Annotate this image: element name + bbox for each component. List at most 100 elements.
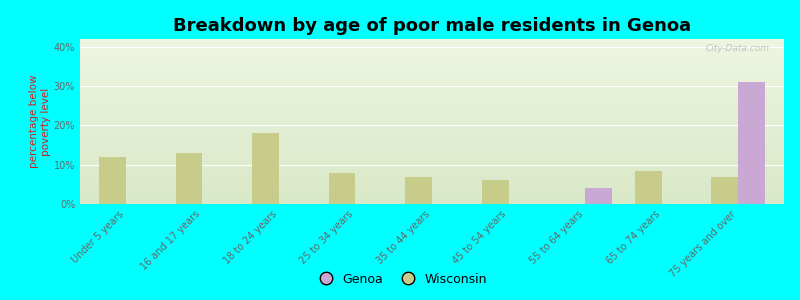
Bar xyxy=(80,141,784,143)
Bar xyxy=(80,113,784,115)
Bar xyxy=(80,158,784,159)
Bar xyxy=(80,39,784,40)
Bar xyxy=(80,138,784,140)
Bar xyxy=(80,130,784,131)
Bar xyxy=(80,140,784,141)
Bar xyxy=(80,97,784,98)
Bar xyxy=(80,122,784,123)
Bar xyxy=(738,82,765,204)
Bar xyxy=(80,42,784,44)
Bar xyxy=(80,169,784,171)
Bar xyxy=(80,115,784,116)
Bar xyxy=(80,77,784,79)
Bar xyxy=(80,133,784,135)
Bar xyxy=(80,163,784,164)
Bar xyxy=(80,62,784,64)
Bar xyxy=(585,188,612,204)
Bar xyxy=(176,153,202,204)
Bar xyxy=(80,98,784,100)
Bar xyxy=(80,181,784,182)
Bar xyxy=(80,154,784,156)
Bar xyxy=(80,153,784,154)
Bar xyxy=(80,126,784,128)
Bar xyxy=(80,82,784,83)
Bar xyxy=(80,191,784,193)
Bar xyxy=(80,196,784,197)
Bar xyxy=(80,52,784,54)
Bar xyxy=(80,164,784,166)
Bar xyxy=(80,59,784,60)
Bar xyxy=(80,102,784,103)
Bar xyxy=(80,118,784,120)
Bar xyxy=(80,50,784,52)
Bar xyxy=(80,120,784,122)
Bar xyxy=(80,189,784,191)
Bar xyxy=(80,69,784,70)
Bar xyxy=(80,116,784,118)
Bar xyxy=(80,136,784,138)
Bar xyxy=(80,87,784,88)
Bar xyxy=(80,90,784,92)
Bar xyxy=(80,148,784,149)
Bar xyxy=(80,108,784,110)
Bar xyxy=(711,176,738,204)
Bar xyxy=(80,151,784,153)
Bar xyxy=(80,159,784,161)
Bar xyxy=(80,85,784,87)
Bar xyxy=(80,202,784,204)
Bar xyxy=(80,171,784,173)
Bar xyxy=(80,103,784,105)
Bar xyxy=(80,88,784,90)
Bar xyxy=(80,188,784,189)
Bar xyxy=(99,157,126,204)
Bar xyxy=(80,178,784,179)
Title: Breakdown by age of poor male residents in Genoa: Breakdown by age of poor male residents … xyxy=(173,17,691,35)
Y-axis label: percentage below
poverty level: percentage below poverty level xyxy=(30,75,51,168)
Bar xyxy=(80,131,784,133)
Bar xyxy=(80,40,784,42)
Bar xyxy=(80,182,784,184)
Bar xyxy=(80,201,784,202)
Bar xyxy=(80,75,784,77)
Bar xyxy=(80,135,784,136)
Bar xyxy=(80,80,784,82)
Bar xyxy=(80,112,784,113)
Bar xyxy=(80,105,784,106)
Bar xyxy=(80,93,784,95)
Bar xyxy=(634,171,662,204)
Bar xyxy=(80,57,784,59)
Bar xyxy=(80,49,784,50)
Bar xyxy=(80,95,784,97)
Bar xyxy=(80,173,784,174)
Bar xyxy=(80,128,784,130)
Bar xyxy=(80,176,784,178)
Bar xyxy=(80,174,784,176)
Bar xyxy=(482,180,509,204)
Bar xyxy=(252,133,279,204)
Bar xyxy=(80,184,784,186)
Bar xyxy=(80,47,784,49)
Bar xyxy=(80,145,784,146)
Bar xyxy=(80,123,784,125)
Bar xyxy=(80,64,784,65)
Bar xyxy=(80,106,784,108)
Bar xyxy=(80,125,784,126)
Bar xyxy=(80,100,784,102)
Bar xyxy=(80,166,784,168)
Bar xyxy=(80,92,784,93)
Bar xyxy=(80,199,784,201)
Bar xyxy=(80,194,784,196)
Bar xyxy=(80,110,784,112)
Bar xyxy=(80,72,784,74)
Bar xyxy=(80,44,784,46)
Bar xyxy=(80,70,784,72)
Bar xyxy=(80,56,784,57)
Bar xyxy=(80,156,784,158)
Bar xyxy=(80,74,784,75)
Bar xyxy=(80,79,784,80)
Bar xyxy=(80,65,784,67)
Bar xyxy=(80,146,784,148)
Bar xyxy=(80,60,784,62)
Bar xyxy=(80,143,784,145)
Bar xyxy=(80,197,784,199)
